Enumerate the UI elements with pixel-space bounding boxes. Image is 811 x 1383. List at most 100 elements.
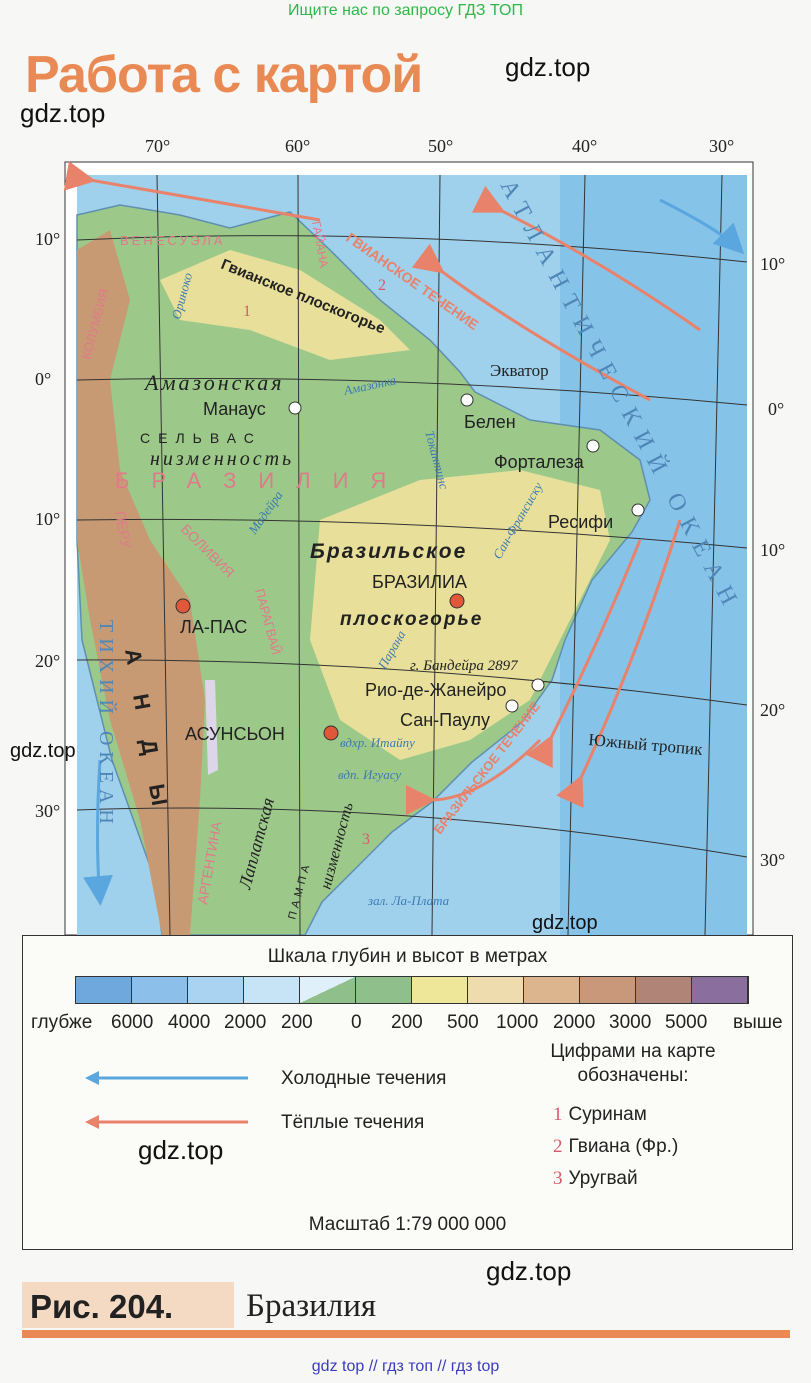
numbers-title: Цифрами на карте обозначены:	[550, 1041, 716, 1086]
scale-label: выше	[733, 1012, 783, 1033]
scale-swatch	[188, 977, 244, 1003]
cold-current-arrow-icon	[85, 1071, 248, 1085]
item-name: Уругвай	[568, 1168, 638, 1189]
figure-title: Бразилия	[246, 1288, 377, 1324]
country-label-brazil: БРАЗИЛИЯ	[115, 468, 408, 493]
watermark: gdz.top	[486, 1256, 572, 1286]
lon-label: 40°	[572, 136, 598, 156]
scale-label: 0	[351, 1012, 362, 1033]
number-marker: 1	[243, 303, 251, 320]
lat-label: 0°	[768, 399, 784, 419]
scale-label: 500	[447, 1012, 479, 1033]
top-search-link[interactable]: Ищите нас по запросу ГДЗ ТОП	[288, 2, 523, 19]
item-name: Суринам	[568, 1104, 647, 1125]
lon-label: 50°	[428, 136, 454, 156]
scale-label: 4000	[168, 1012, 211, 1033]
watermark: gdz.top	[10, 740, 76, 762]
number-marker: 2	[378, 277, 386, 294]
lon-label: 70°	[145, 136, 171, 156]
city-label: Манаус	[203, 399, 266, 419]
city-label: ЛА-ПАС	[180, 617, 247, 637]
scale-label: 5000	[665, 1012, 708, 1033]
city-marker	[505, 699, 519, 713]
warm-current-arrow	[63, 161, 321, 222]
brazil-highlands-label: плоскогорье	[340, 609, 483, 630]
lat-label: 10°	[35, 229, 60, 249]
warm-current-arrow	[411, 243, 651, 402]
lat-label: 10°	[35, 509, 60, 529]
city-marker	[460, 393, 474, 407]
map: 10° 0° 10° 20° 30° 10° 0° 10° 20° 30° Эк…	[35, 161, 785, 935]
bottom-links[interactable]: gdz top // гдз топ // гдз top	[311, 1358, 500, 1375]
city-label: Форталеза	[494, 452, 585, 472]
watermark: gdz.top	[532, 912, 598, 934]
cities: Манаус Белен Форталеза Ресифи БРАЗИЛИА Л…	[175, 393, 645, 744]
scale-swatch	[636, 977, 692, 1003]
warm-currents	[63, 161, 701, 816]
map-scale: Масштаб 1:79 000 000	[308, 1214, 507, 1235]
city-label: Ресифи	[548, 512, 613, 532]
equator-label: Экватор	[490, 361, 549, 380]
highlands-guiana	[160, 250, 410, 360]
scale-swatch	[692, 977, 748, 1003]
scale-swatch	[356, 977, 412, 1003]
city-marker	[288, 401, 302, 415]
item-number: 1	[553, 1104, 563, 1125]
amazon-lowland-label: низменность	[150, 448, 294, 470]
pacific-ocean-label: ТИХИЙ ОКЕАН	[95, 620, 118, 830]
cold-current-arrow	[83, 759, 113, 906]
scale-label: глубже	[31, 1012, 93, 1033]
scale-swatch	[76, 977, 132, 1003]
capital-marker	[175, 598, 191, 614]
cold-current-arrow	[659, 198, 745, 255]
andes-mountains	[77, 230, 205, 935]
city-marker	[531, 678, 545, 692]
altiplano-lake	[205, 680, 218, 775]
watermark: gdz.top	[138, 1135, 224, 1165]
iguazu-label: вдп. Игуасу	[338, 767, 401, 782]
warm-current-arrow	[556, 519, 682, 809]
scale-label: 3000	[609, 1012, 652, 1033]
scale-label: 1000	[496, 1012, 539, 1033]
city-marker	[631, 503, 645, 517]
watermark: gdz.top	[505, 52, 591, 82]
caption-rule	[22, 1330, 790, 1338]
scale-swatch	[244, 977, 300, 1003]
item-number: 2	[553, 1136, 563, 1157]
warm-current-label: Тёплые течения	[281, 1112, 425, 1133]
lat-label: 10°	[760, 540, 785, 560]
capital-marker	[449, 593, 465, 609]
numbered-item: 2 Гвиана (Фр.)	[553, 1136, 678, 1158]
figure-number: Рис. 204.	[30, 1288, 174, 1325]
city-label: БРАЗИЛИА	[372, 572, 467, 592]
city-label: АСУНСЬОН	[185, 724, 285, 744]
warm-current-arrow	[471, 185, 701, 332]
lat-label: 0°	[35, 369, 51, 389]
latitude-labels: 10° 0° 10° 20° 30° 10° 0° 10° 20° 30°	[35, 229, 785, 870]
lat-label: 30°	[760, 850, 785, 870]
warm-current-arrow-icon	[85, 1115, 248, 1129]
watermark: gdz.top	[20, 98, 106, 128]
scale-label: 2000	[553, 1012, 596, 1033]
item-number: 3	[553, 1168, 563, 1189]
section-heading: Работа с картой	[25, 46, 423, 104]
elevation-scale-bar	[75, 976, 749, 1004]
city-label: Белен	[464, 412, 516, 432]
numbered-item: 1 Суринам	[553, 1104, 647, 1126]
bay-label: зал. Ла-Плата	[367, 893, 450, 908]
scale-label: 2000	[224, 1012, 267, 1033]
warm-current-arrow	[405, 738, 542, 816]
itaipu-label: вдхр. Итайпу	[340, 735, 415, 750]
country-label-venezuela: ВЕНЕСУЭЛА	[120, 233, 225, 248]
scale-swatch	[412, 977, 468, 1003]
caption-background	[22, 1282, 234, 1328]
lat-label: 20°	[760, 700, 785, 720]
country-label-peru: ПЕРУ	[112, 510, 134, 550]
number-marker: 3	[362, 831, 370, 848]
scale-swatch	[300, 977, 356, 1003]
lat-label: 30°	[35, 801, 60, 821]
lat-label: 20°	[35, 651, 60, 671]
item-name: Гвиана (Фр.)	[568, 1136, 679, 1157]
warm-current-arrow	[525, 539, 642, 769]
